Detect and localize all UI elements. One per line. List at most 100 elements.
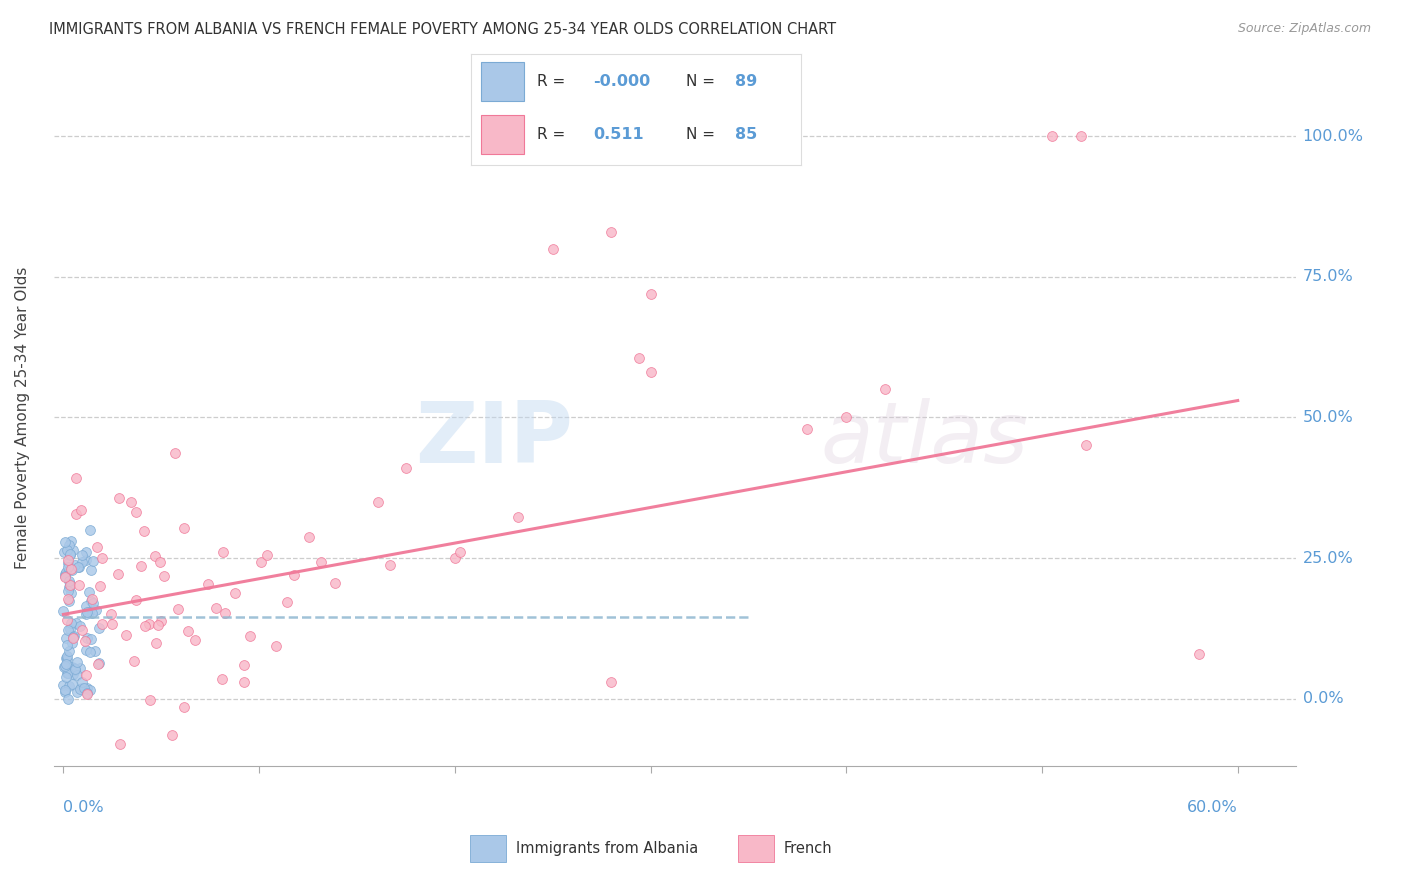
Point [65, 507, 87, 521]
Point [84, 602, 107, 616]
Point [266, 640, 288, 654]
Point [1187, 647, 1209, 661]
Point [173, 521, 195, 535]
Point [77, 605, 100, 619]
Point [89, 656, 111, 670]
Point [59, 547, 82, 561]
Text: French: French [785, 841, 832, 855]
Point [63, 558, 86, 572]
Text: ZIP: ZIP [415, 399, 572, 482]
Point [53, 570, 76, 584]
Point [138, 617, 160, 632]
Point [197, 576, 219, 591]
Point [66, 560, 89, 574]
Point [139, 693, 162, 707]
Point [541, 242, 564, 256]
Point [62, 661, 84, 675]
Point [63, 662, 86, 676]
Point [79, 645, 101, 659]
Point [120, 495, 142, 509]
Point [60, 586, 83, 600]
Point [80, 632, 103, 647]
Point [82, 553, 104, 567]
Point [59, 548, 82, 562]
Point [378, 558, 401, 573]
Point [367, 495, 389, 509]
Point [100, 607, 122, 622]
Point [59, 578, 82, 592]
Point [91, 617, 114, 632]
Point [232, 674, 254, 689]
Point [276, 595, 298, 609]
Point [86, 540, 108, 554]
Point [835, 410, 858, 425]
Point [59, 577, 82, 591]
Point [60, 636, 83, 650]
Point [72, 681, 94, 695]
Point [212, 545, 235, 559]
Point [58, 538, 80, 552]
Point [56, 553, 79, 567]
Point [58, 679, 80, 693]
Point [153, 568, 176, 582]
Point [89, 579, 111, 593]
Point [176, 624, 198, 638]
Point [75, 607, 97, 621]
Text: -0.000: -0.000 [593, 74, 651, 89]
Point [70, 503, 93, 517]
Point [184, 633, 207, 648]
Point [65, 685, 87, 699]
Point [52, 545, 75, 559]
Point [145, 636, 167, 650]
Point [107, 567, 129, 582]
Point [55, 657, 77, 671]
Point [149, 555, 172, 569]
Point [101, 616, 124, 631]
Point [875, 382, 897, 396]
Point [62, 543, 84, 558]
Point [129, 558, 152, 573]
Text: 0.0%: 0.0% [63, 800, 104, 815]
Point [59, 562, 82, 576]
Text: 0.511: 0.511 [593, 127, 644, 142]
Point [627, 351, 650, 366]
Point [53, 660, 76, 674]
Point [239, 629, 262, 643]
Point [77, 585, 100, 599]
Text: Source: ZipAtlas.com: Source: ZipAtlas.com [1237, 22, 1371, 36]
Point [160, 728, 183, 742]
Point [506, 510, 529, 524]
Point [600, 674, 623, 689]
Text: 50.0%: 50.0% [1302, 410, 1354, 425]
Point [60, 563, 83, 577]
Point [76, 681, 98, 695]
Point [55, 684, 77, 698]
Point [58, 593, 80, 607]
Point [256, 548, 278, 562]
Text: 89: 89 [735, 74, 758, 89]
Point [55, 638, 77, 652]
Point [167, 602, 190, 616]
Point [56, 665, 79, 680]
Point [53, 535, 76, 549]
Point [62, 630, 84, 644]
Point [80, 594, 103, 608]
Point [146, 618, 169, 632]
Point [1070, 129, 1092, 144]
Point [796, 422, 818, 436]
Point [53, 658, 76, 673]
Point [56, 556, 79, 570]
Point [55, 670, 77, 684]
Text: 85: 85 [735, 127, 758, 142]
Point [70, 623, 93, 637]
Point [134, 524, 156, 539]
Text: R =: R = [537, 127, 571, 142]
Point [125, 504, 148, 518]
Text: 0.0%: 0.0% [1302, 691, 1343, 706]
Point [87, 621, 110, 635]
Text: 100.0%: 100.0% [1302, 128, 1364, 144]
Point [69, 681, 91, 696]
Point [250, 556, 273, 570]
Point [55, 631, 77, 645]
Point [205, 601, 228, 615]
